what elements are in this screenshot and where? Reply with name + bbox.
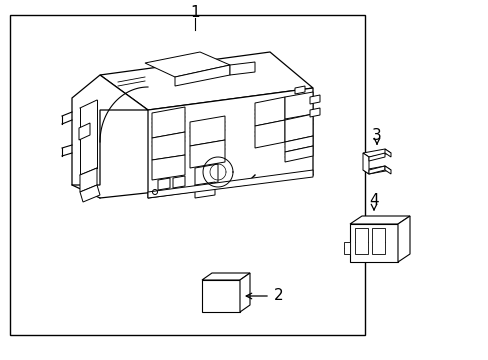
Polygon shape (285, 146, 312, 162)
Polygon shape (354, 228, 367, 254)
Polygon shape (349, 216, 409, 224)
Text: 4: 4 (368, 193, 378, 207)
Polygon shape (240, 273, 249, 312)
Polygon shape (384, 149, 390, 157)
Polygon shape (152, 155, 184, 180)
Polygon shape (349, 224, 397, 262)
Polygon shape (148, 170, 312, 198)
Polygon shape (285, 114, 312, 142)
Polygon shape (80, 168, 97, 192)
Bar (10, 15, 364, 335)
Polygon shape (254, 97, 285, 126)
Polygon shape (309, 108, 319, 117)
Polygon shape (195, 182, 215, 198)
Polygon shape (145, 52, 229, 77)
Polygon shape (202, 273, 249, 280)
Polygon shape (362, 166, 390, 174)
Polygon shape (152, 132, 184, 160)
Polygon shape (80, 185, 100, 202)
Polygon shape (175, 65, 229, 86)
Polygon shape (397, 216, 409, 262)
Polygon shape (362, 153, 368, 174)
Polygon shape (202, 280, 240, 312)
Text: 3: 3 (371, 127, 381, 143)
Text: 1: 1 (190, 5, 200, 19)
Polygon shape (100, 52, 312, 110)
Polygon shape (72, 75, 148, 185)
Polygon shape (190, 140, 224, 168)
Polygon shape (371, 228, 384, 254)
Polygon shape (368, 153, 384, 161)
Text: 2: 2 (273, 288, 283, 303)
Polygon shape (229, 62, 254, 75)
Polygon shape (254, 120, 285, 148)
Polygon shape (368, 166, 384, 174)
Polygon shape (343, 242, 349, 254)
Polygon shape (285, 136, 312, 152)
Polygon shape (148, 88, 312, 198)
Polygon shape (79, 123, 90, 140)
Polygon shape (195, 164, 218, 186)
Polygon shape (152, 107, 184, 138)
Polygon shape (362, 149, 390, 157)
Polygon shape (158, 178, 170, 190)
Polygon shape (294, 86, 305, 94)
Polygon shape (384, 166, 390, 174)
Polygon shape (190, 116, 224, 146)
Polygon shape (285, 92, 312, 119)
Polygon shape (173, 176, 184, 188)
Polygon shape (309, 95, 319, 104)
